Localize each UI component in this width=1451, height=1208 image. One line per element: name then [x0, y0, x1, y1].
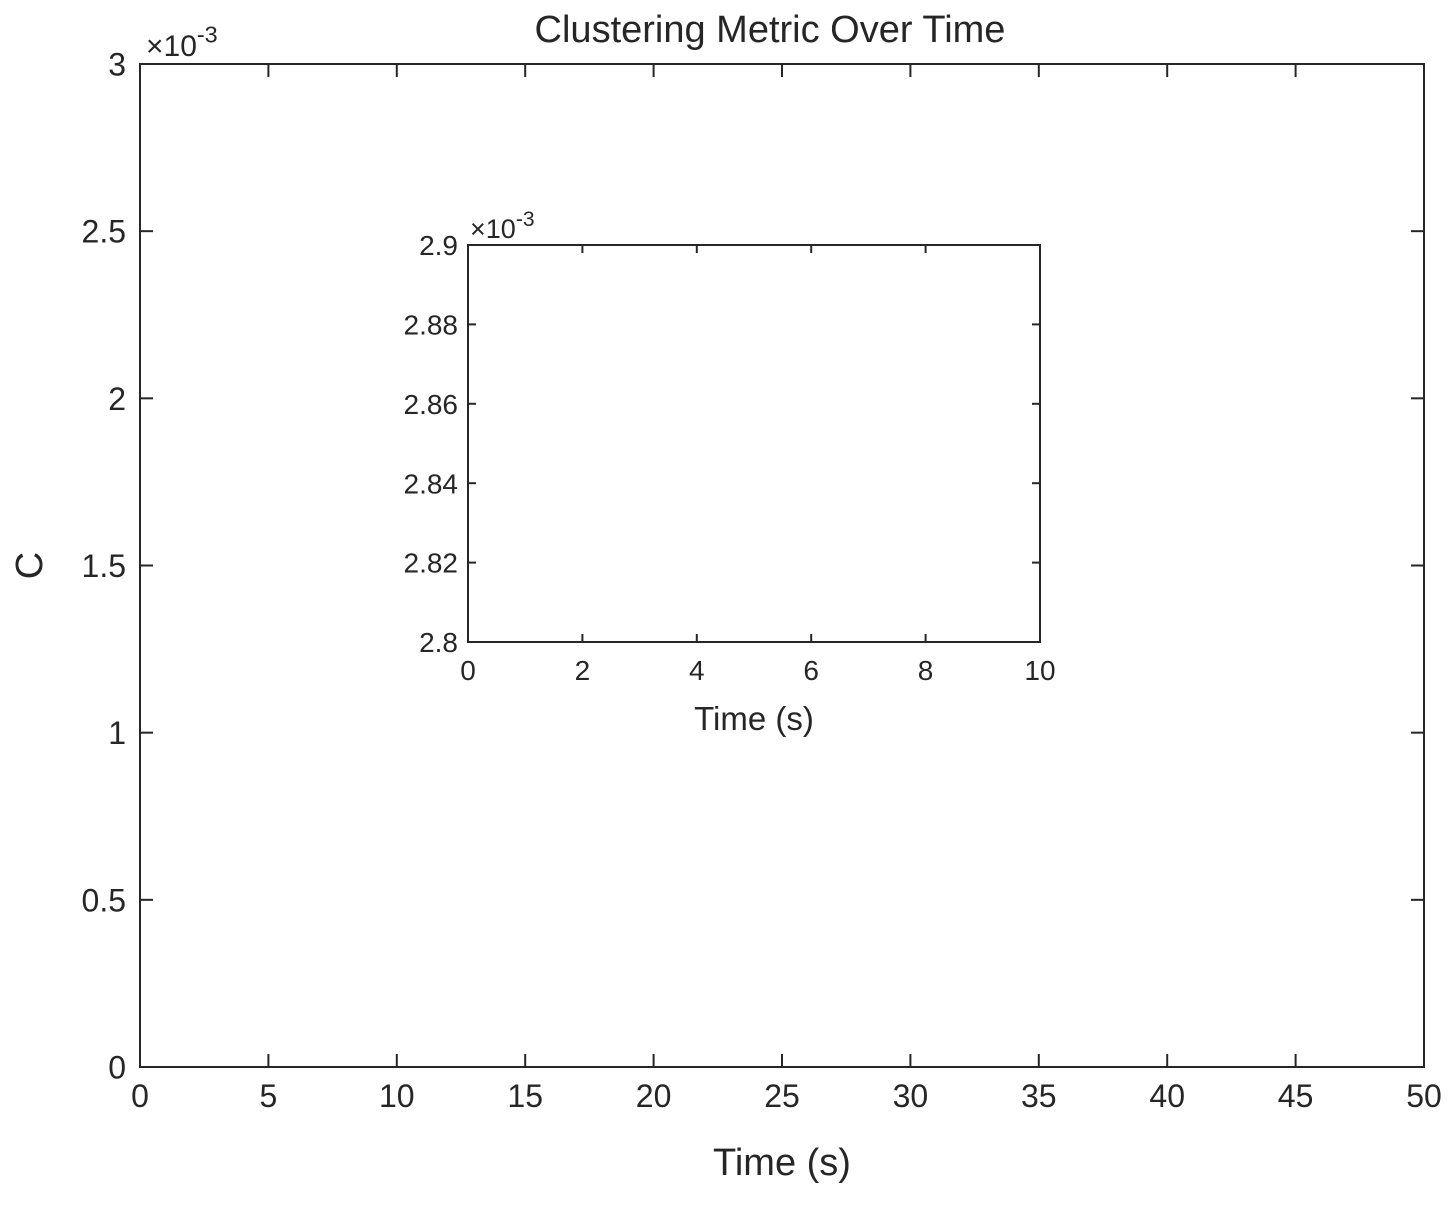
main-y-tick-label: 0 [108, 1050, 126, 1086]
inset-y-tick-label: 2.9 [419, 230, 458, 261]
main-y-tick-label: 2 [108, 381, 126, 417]
main-x-tick-label: 5 [260, 1078, 278, 1114]
inset-y-tick-label: 2.84 [404, 468, 459, 499]
inset-axes-frame [467, 244, 1041, 643]
main-y-tick-label: 3 [108, 47, 126, 83]
main-x-tick-label: 15 [507, 1078, 543, 1114]
main-x-tick-label: 0 [131, 1078, 149, 1114]
main-x-tick-label: 50 [1406, 1078, 1442, 1114]
main-x-tick-label: 35 [1021, 1078, 1057, 1114]
chart-title: Clustering Metric Over Time [535, 9, 1006, 51]
inset-x-tick-label: 0 [460, 655, 476, 686]
inset-x-axis-label: Time (s) [694, 700, 814, 737]
inset-y-exponent-label: ×10-3 [470, 208, 535, 244]
main-y-tick-label: 1.5 [82, 548, 126, 584]
main-x-tick-label: 20 [636, 1078, 672, 1114]
main-x-tick-label: 30 [893, 1078, 929, 1114]
inset-y-tick-label: 2.82 [404, 548, 459, 579]
inset-x-tick-label: 8 [918, 655, 934, 686]
inset-x-tick-label: 2 [575, 655, 591, 686]
main-x-tick-label: 25 [764, 1078, 800, 1114]
inset-y-tick-label: 2.88 [404, 309, 459, 340]
main-y-exponent-label: ×10-3 [146, 22, 218, 64]
main-y-tick-label: 1 [108, 715, 126, 751]
main-y-tick-label: 0.5 [82, 882, 126, 918]
main-x-tick-label: 40 [1149, 1078, 1185, 1114]
inset-x-tick-label: 10 [1024, 655, 1055, 686]
main-x-axis-label: Time (s) [713, 1142, 851, 1184]
inset-x-tick-label: 6 [803, 655, 819, 686]
inset-y-tick-label: 2.86 [404, 389, 459, 420]
main-y-tick-label: 2.5 [82, 214, 126, 250]
inset-axes: 0 2 4 6 8 10 2.8 2.82 2.84 2.86 2.88 2.9 Time (s) ×10… [404, 208, 1056, 737]
inset-y-tick-label: 2.8 [419, 627, 458, 658]
main-y-axis-label: C [9, 552, 51, 579]
inset-x-tick-label: 4 [689, 655, 705, 686]
main-x-tick-label: 10 [379, 1078, 415, 1114]
main-x-tick-label: 45 [1278, 1078, 1314, 1114]
